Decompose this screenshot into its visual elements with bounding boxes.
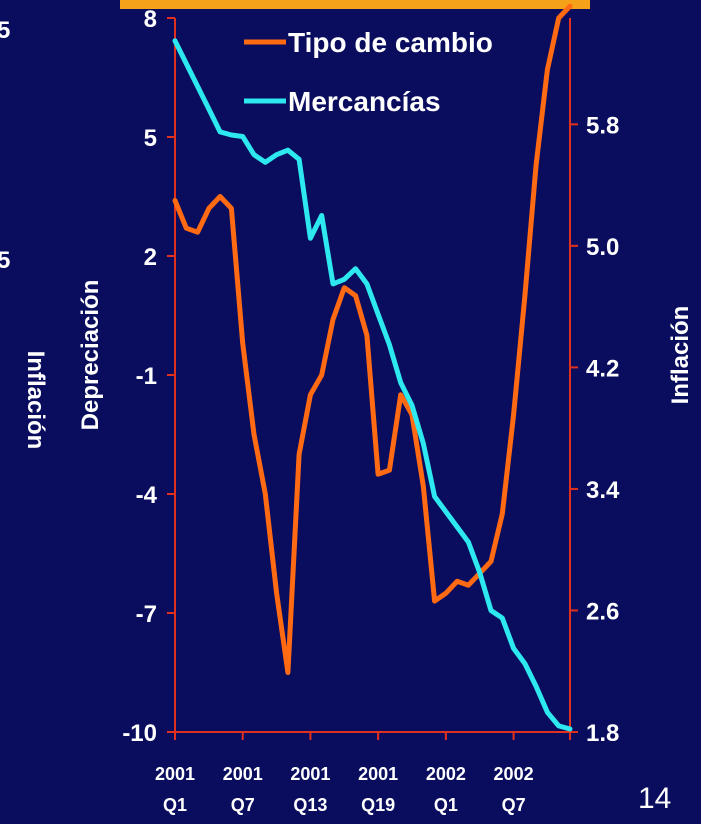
x-tick-label-year: 2001 bbox=[358, 764, 398, 784]
x-tick-label-period: Q13 bbox=[293, 795, 327, 815]
x-tick-label-period: Q1 bbox=[434, 795, 458, 815]
series-line-mercancias bbox=[172, 38, 573, 732]
slide-number: 14 bbox=[638, 782, 672, 815]
x-tick-label-period: Q7 bbox=[231, 795, 255, 815]
x-tick-label-period: Q7 bbox=[502, 795, 526, 815]
legend: Tipo de cambio Mercancías bbox=[244, 27, 493, 117]
left-tick-label: -10 bbox=[122, 720, 157, 747]
x-tick-label-year: 2001 bbox=[223, 764, 263, 784]
x-tick-label-period: Q1 bbox=[163, 795, 187, 815]
left-tick-label: -1 bbox=[136, 363, 157, 390]
right-tick-label: 4.2 bbox=[586, 355, 619, 382]
left-tick-label: 5 bbox=[144, 125, 157, 152]
right-tick-label: 1.8 bbox=[586, 720, 619, 747]
left-tick-label: -4 bbox=[136, 482, 158, 509]
right-axis-title: Inflación bbox=[667, 306, 694, 405]
right-tick-label: 5.8 bbox=[586, 112, 619, 139]
legend-label-mercancias: Mercancías bbox=[288, 86, 441, 117]
x-tick-label-year: 2001 bbox=[155, 764, 195, 784]
title-bar-accent bbox=[120, 0, 590, 9]
left-edge-fragment-mid: 5 bbox=[0, 247, 10, 274]
tick-label-group: 8 5 2 -1 -4 -7 -10 5.8 5.0 4.2 3.4 2.6 1.8 2001 Q1 2001… bbox=[122, 6, 620, 815]
x-tick-label-year: 2001 bbox=[290, 764, 330, 784]
left-tick-label: 8 bbox=[144, 6, 157, 33]
right-tick-label: 2.6 bbox=[586, 598, 619, 625]
right-tick-label: 3.4 bbox=[586, 477, 620, 504]
left-tick-label: 2 bbox=[144, 244, 157, 271]
axes-group bbox=[167, 17, 578, 740]
right-tick-label: 5.0 bbox=[586, 234, 619, 261]
series-group bbox=[172, 3, 573, 732]
left-edge-axis-fragment: Inflación bbox=[22, 351, 49, 450]
x-tick-label-year: 2002 bbox=[426, 764, 466, 784]
legend-label-tipo-de-cambio: Tipo de cambio bbox=[288, 27, 493, 58]
left-tick-label: -7 bbox=[136, 601, 157, 628]
x-tick-label-period: Q19 bbox=[361, 795, 395, 815]
x-tick-label-year: 2002 bbox=[494, 764, 534, 784]
left-axis-title: Depreciación bbox=[77, 280, 104, 431]
series-line-tipo-de-cambio bbox=[172, 3, 573, 675]
left-edge-fragment-top: 5 bbox=[0, 17, 10, 44]
